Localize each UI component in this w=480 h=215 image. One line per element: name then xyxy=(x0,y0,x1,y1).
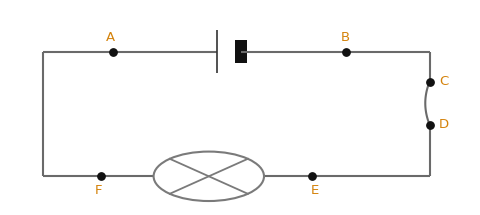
Point xyxy=(97,175,105,178)
Text: F: F xyxy=(95,184,102,197)
Text: B: B xyxy=(341,31,350,44)
Point xyxy=(308,175,316,178)
Point xyxy=(109,50,117,53)
Point xyxy=(426,80,433,83)
Bar xyxy=(235,40,247,63)
Point xyxy=(342,50,349,53)
Circle shape xyxy=(154,152,264,201)
Text: A: A xyxy=(106,31,115,44)
Text: C: C xyxy=(439,75,449,88)
Text: E: E xyxy=(310,184,319,197)
Point xyxy=(426,123,433,126)
Text: D: D xyxy=(439,118,449,131)
